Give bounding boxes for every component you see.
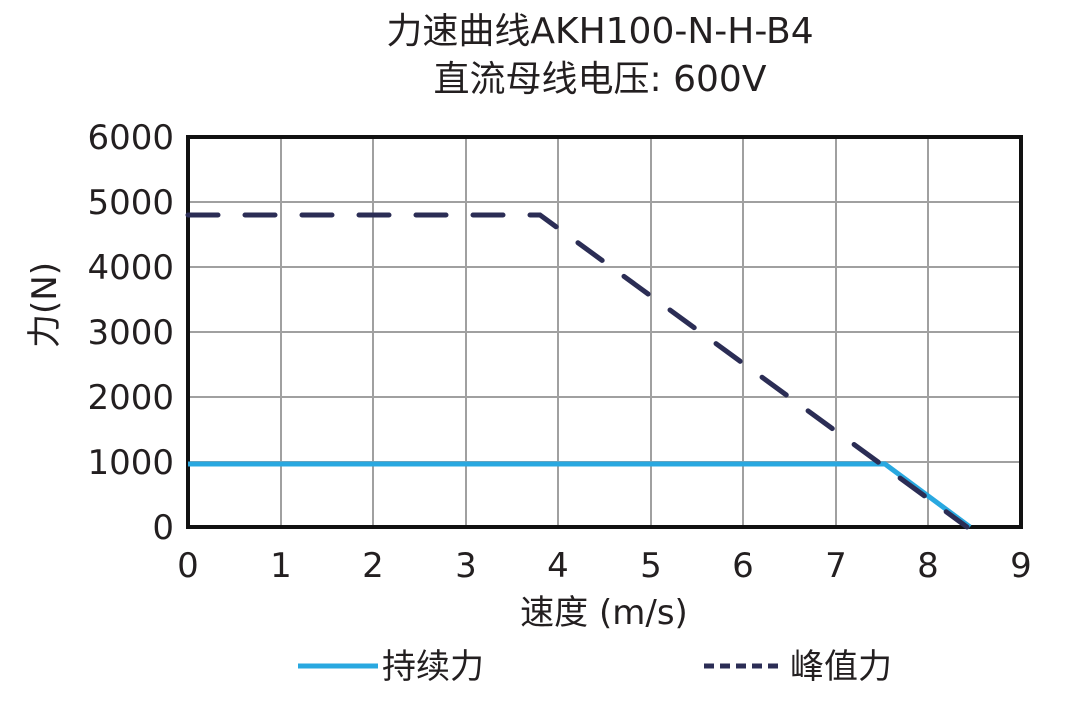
series-peak-force [185, 212, 970, 530]
x-tick: 2 [362, 546, 384, 586]
grid [188, 137, 1021, 527]
x-tick: 0 [177, 546, 199, 586]
chart-subtitle: 直流母线电压: 600V [433, 59, 767, 100]
x-axis-ticks: 0 1 2 3 4 5 6 7 8 9 [177, 546, 1032, 586]
plot-frame [186, 135, 1023, 529]
series-continuous-force [188, 461, 972, 530]
y-tick: 5000 [87, 183, 174, 223]
y-axis-ticks: 0 1000 2000 3000 4000 5000 6000 [87, 118, 174, 548]
legend-continuous-label: 持续力 [382, 647, 484, 687]
x-tick: 4 [547, 546, 569, 586]
x-tick: 8 [917, 546, 939, 586]
x-tick: 3 [455, 546, 477, 586]
y-axis-label: 力(N) [25, 262, 65, 348]
y-tick: 2000 [87, 378, 174, 418]
x-tick: 7 [825, 546, 847, 586]
x-tick: 5 [640, 546, 662, 586]
y-tick: 6000 [87, 118, 174, 158]
legend-peak-label: 峰值力 [790, 647, 892, 687]
chart-title: 力速曲线AKH100-N-H-B4 [386, 11, 814, 52]
y-tick: 3000 [87, 313, 174, 353]
y-tick: 1000 [87, 443, 174, 483]
legend: 持续力 峰值力 [298, 647, 892, 687]
y-tick: 0 [152, 508, 174, 548]
y-tick: 4000 [87, 248, 174, 288]
x-tick: 6 [732, 546, 754, 586]
x-axis-label: 速度 (m/s) [520, 593, 688, 633]
x-tick: 1 [270, 546, 292, 586]
x-tick: 9 [1010, 546, 1032, 586]
